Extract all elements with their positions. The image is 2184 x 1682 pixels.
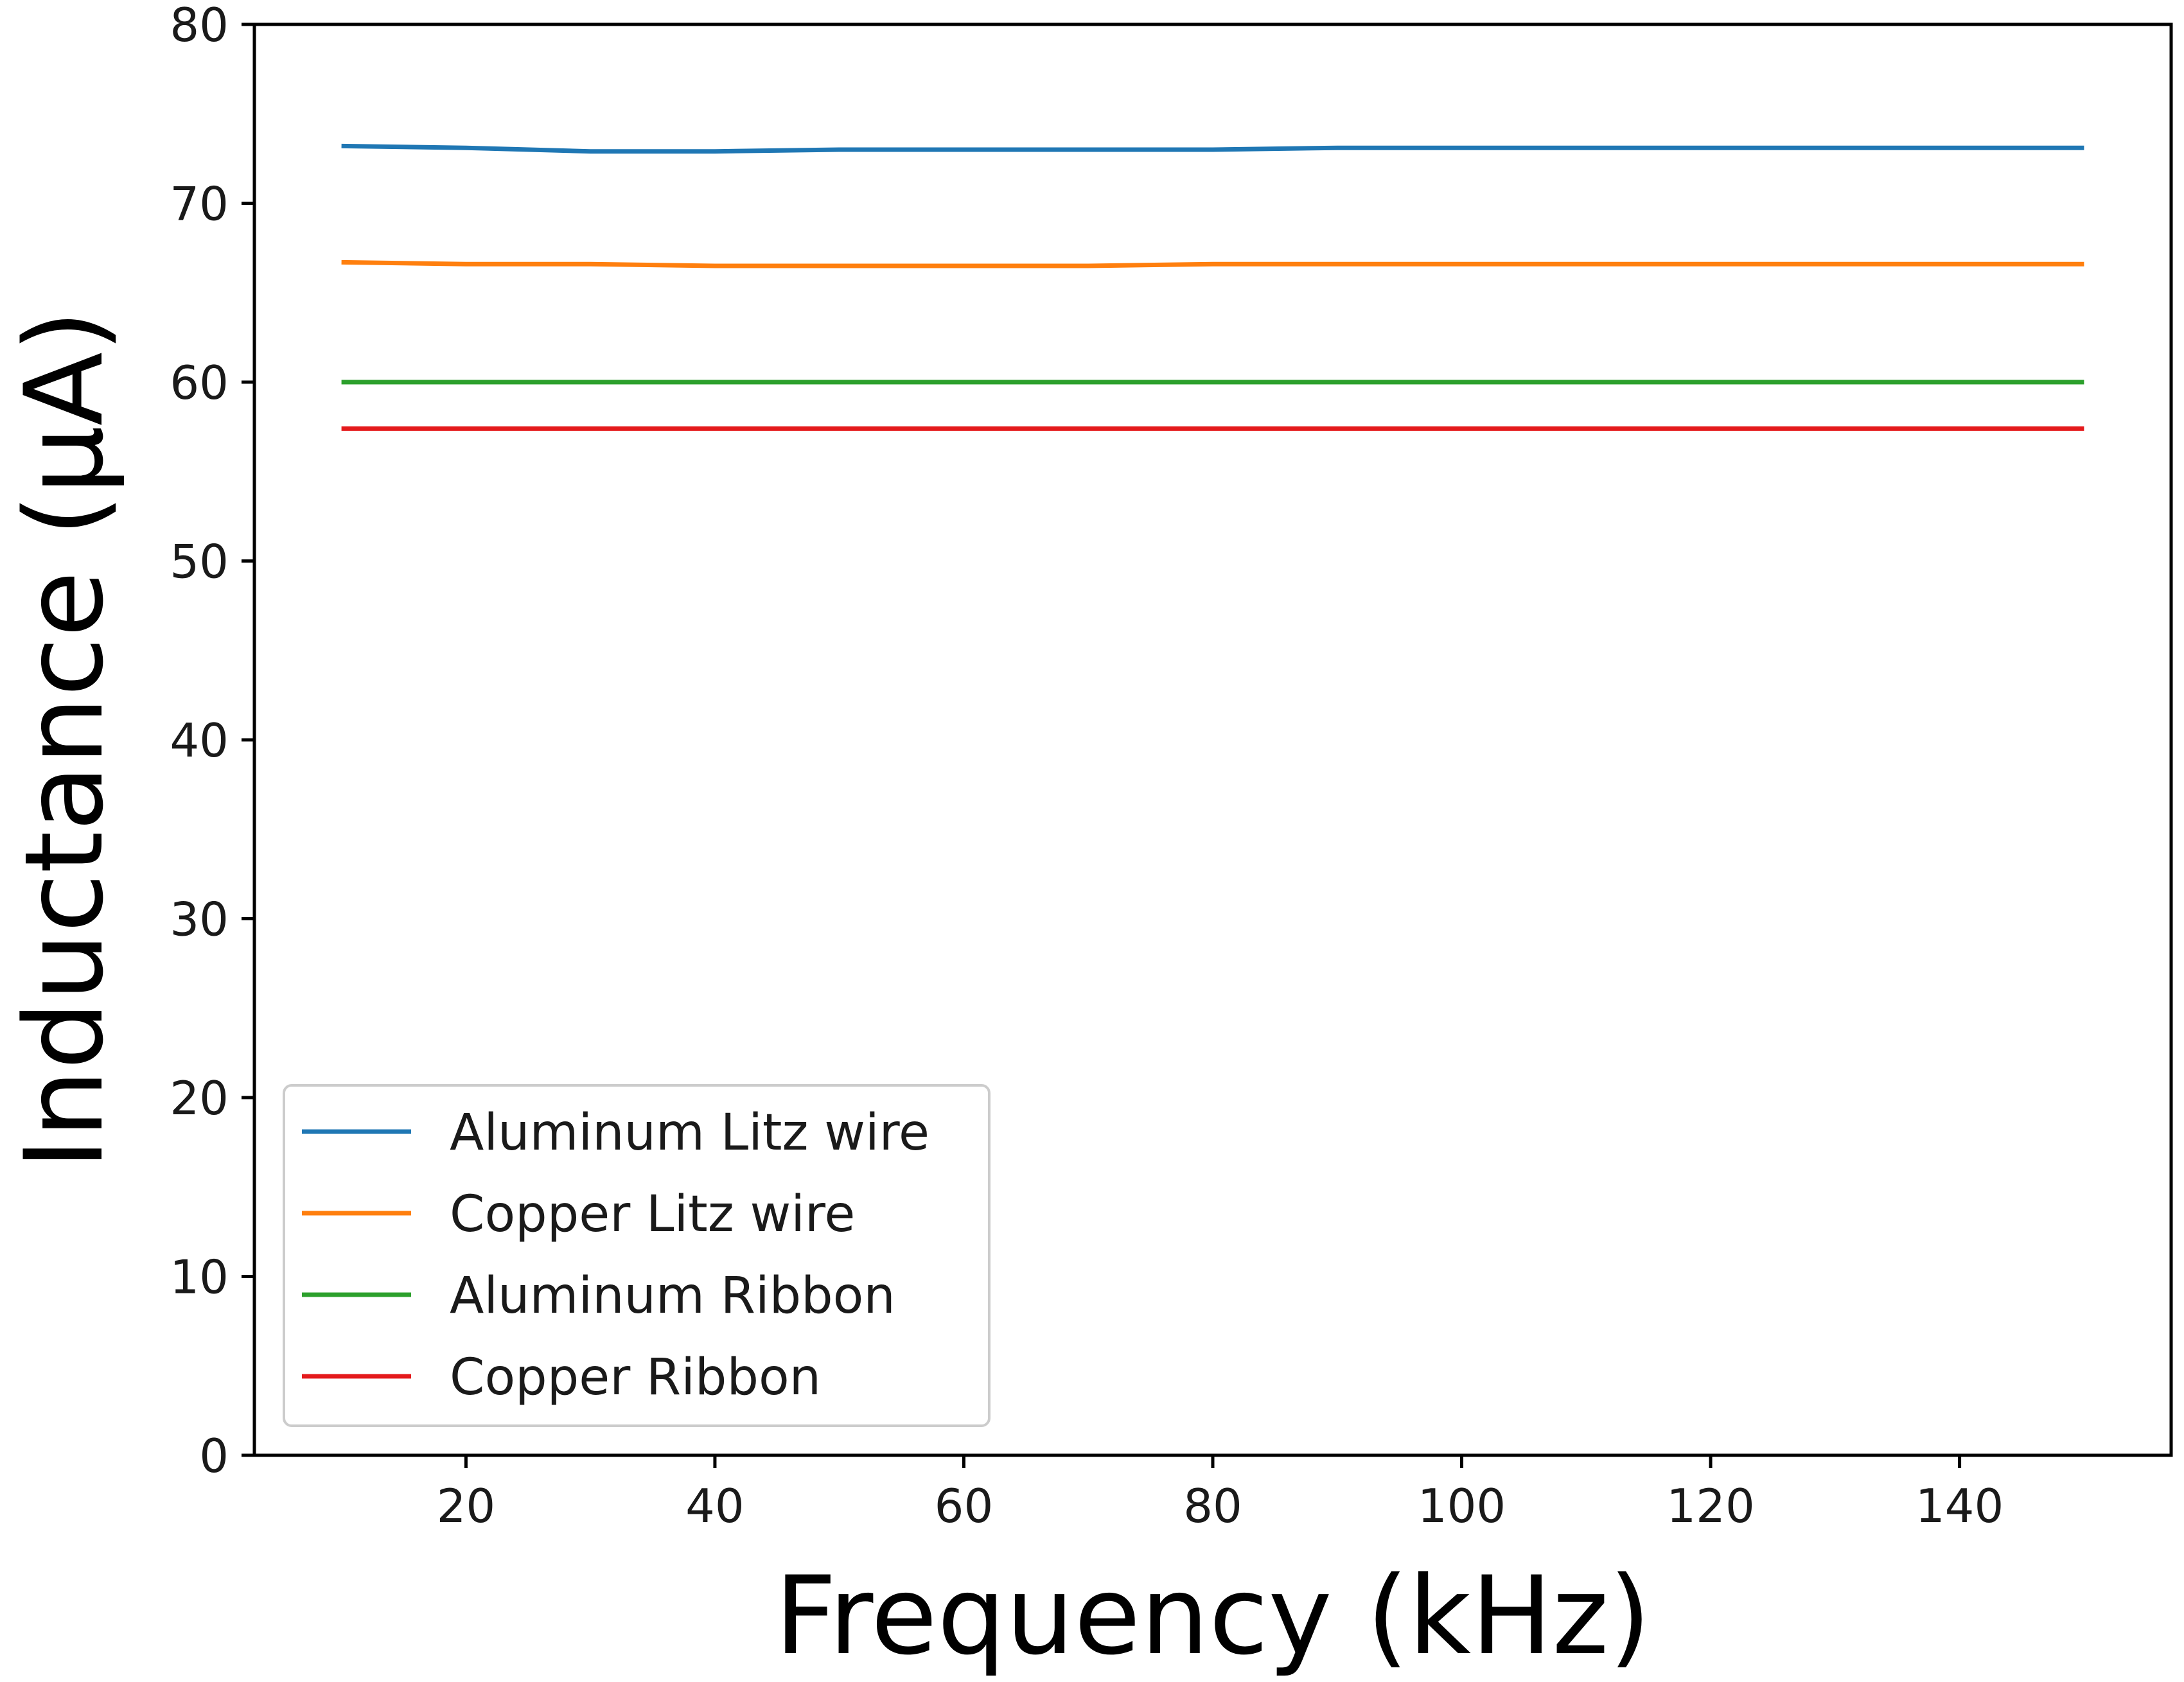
legend-label: Aluminum Ribbon: [450, 1267, 895, 1325]
x-tick-label: 40: [685, 1479, 744, 1533]
y-tick-label: 30: [170, 893, 229, 947]
legend-label: Aluminum Litz wire: [450, 1104, 929, 1162]
y-tick-label: 50: [170, 535, 229, 589]
x-tick-label: 80: [1183, 1479, 1242, 1533]
series-line: [341, 259, 2084, 268]
y-axis-title: Inductance (µA): [1, 310, 127, 1170]
legend-label: Copper Litz wire: [450, 1186, 855, 1243]
series-layer: [341, 143, 2084, 431]
x-tick-label: 100: [1418, 1479, 1506, 1533]
y-axis-ticks: 0 10 20 30 40 50 60 70 80: [170, 0, 254, 1483]
y-tick-label: 0: [199, 1429, 229, 1483]
x-tick-label: 60: [935, 1479, 994, 1533]
y-tick-label: 60: [170, 356, 229, 410]
legend: Aluminum Litz wire Copper Litz wire Alumin…: [283, 1084, 991, 1427]
y-tick-label: 20: [170, 1071, 229, 1125]
x-tick-label: 140: [1915, 1479, 2003, 1533]
y-tick-label: 40: [170, 714, 229, 767]
legend-label: Copper Ribbon: [450, 1349, 821, 1406]
series-line: [341, 143, 2084, 154]
x-tick-label: 20: [437, 1479, 496, 1533]
x-axis-title: Frequency (kHz): [775, 1553, 1651, 1679]
legend-box: [283, 1084, 991, 1427]
y-tick-label: 10: [170, 1250, 229, 1304]
x-tick-label: 120: [1666, 1479, 1754, 1533]
y-tick-label: 70: [170, 177, 229, 231]
y-tick-label: 80: [170, 0, 229, 52]
x-axis-ticks: 20 40 60 80 100 120 140: [437, 1455, 2003, 1533]
